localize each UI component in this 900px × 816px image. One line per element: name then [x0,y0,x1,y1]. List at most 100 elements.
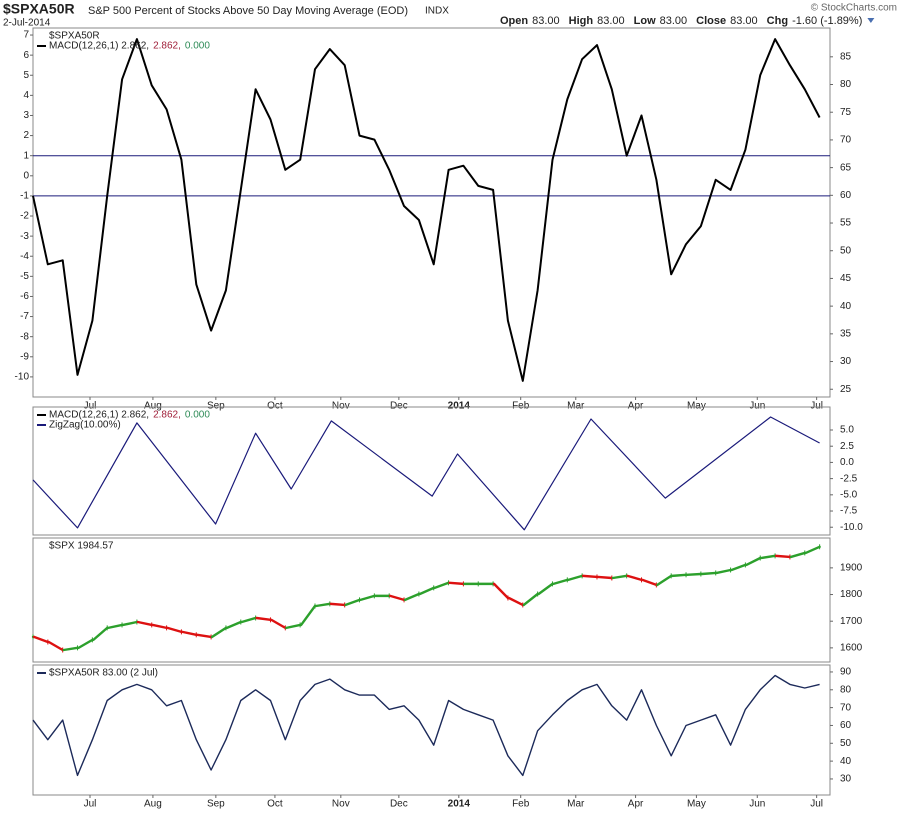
price-bar [403,592,421,602]
price-bar [448,581,465,586]
y-tick-label: -7.5 [840,506,858,517]
price-bar [581,574,599,579]
quote-value: 83.00 [597,15,625,27]
y2-tick-label: 60 [840,190,852,201]
y-tick-label: 6 [23,50,29,61]
y-tick-label: -4 [20,251,29,262]
price-bar [344,598,361,607]
y-tick-label: -5.0 [840,489,858,500]
x-tick-label: Mar [567,799,585,810]
price-bar [804,545,821,555]
price-bar [626,574,643,582]
legend-text: 2.862, [153,410,181,421]
x-tick-label: Aug [144,799,162,810]
x-tick-label: Sep [207,799,225,810]
quote-value: 83.00 [532,15,560,27]
y-tick-label: -2.5 [840,473,858,484]
price-bar [92,626,109,642]
quote: Open 83.00 High 83.00 Low 83.00 Close 83.00 Chg -… [500,15,875,27]
x-tick-label: Aug [144,401,162,412]
x-tick-label: Jun [749,401,765,412]
price-bar [329,602,346,607]
price-bar [433,581,450,590]
price-bar [745,556,762,567]
description: S&P 500 Percent of Stocks Above 50 Day M… [88,5,408,17]
y-tick-label: 2.5 [840,441,854,452]
x-tick-label: Feb [512,401,530,412]
y-tick-label: -3 [20,231,29,242]
y-tick-label: -9 [20,351,29,362]
x-tick-label: Feb [512,799,530,810]
x-tick-label: Apr [628,799,644,810]
y-tick-label: -1 [20,191,29,202]
credit: © StockCharts.com [811,3,897,14]
y-tick-label: 80 [840,684,852,695]
series-line [32,38,821,382]
y-tick-label: 40 [840,756,852,767]
price-bar [715,568,732,575]
x-tick-label: 2014 [448,799,471,810]
legend-text: 0.000 [185,410,210,421]
price-bar [196,633,213,639]
y-tick-label: 50 [840,738,852,749]
legend-text: MACD(12,26,1) 2.862, [49,410,149,421]
y-tick-label: -10 [15,372,30,383]
y-tick-label: 90 [840,667,852,678]
x-tick-label: Oct [267,799,283,810]
price-bar [507,596,524,607]
quote-label: Low [634,15,656,27]
exchange: INDX [425,6,449,17]
x-tick-label: Nov [332,401,350,412]
price-bar [522,592,539,607]
y-tick-label: 0 [23,170,29,181]
price-bar [537,582,554,596]
y-tick-label: -5 [20,271,29,282]
x-tick-label: Dec [390,799,408,810]
price-bar [700,571,717,576]
y2-tick-label: 65 [840,162,852,173]
price-bar [225,620,242,630]
legend-text: 2.862, [153,41,181,52]
x-tick-label: Jul [84,799,97,810]
y-tick-label: 5 [23,70,29,81]
price-bar [641,578,658,587]
price-bar [62,646,79,652]
quote-value: 83.00 [660,15,688,27]
price-bar [151,623,168,630]
legend-text: 0.000 [185,41,210,52]
y-tick-label: -7 [20,311,29,322]
panel-frame [32,664,831,796]
x-tick-label: Oct [267,401,283,412]
price-bar [255,616,272,622]
y-tick-label: 4 [23,90,29,101]
y-tick-label: 1800 [840,589,863,600]
y2-tick-label: 70 [840,135,852,146]
price-bar [210,626,228,639]
legend-text: ZigZag(10.00%) [49,420,121,431]
price-bar [359,594,376,602]
price-bar [685,572,703,576]
quote-label: Open [500,15,528,27]
y2-tick-label: 35 [840,328,852,339]
price-bar [47,640,64,652]
y-tick-label: -8 [20,331,29,342]
price-bar [656,574,673,587]
dropdown-arrow [867,18,875,23]
y-tick-label: -6 [20,291,29,302]
y-tick-label: 1900 [840,563,863,574]
price-bar [314,602,332,608]
x-tick-label: May [687,401,706,412]
price-bar [774,554,792,559]
y-tick-label: 0.0 [840,457,854,468]
date: 2-Jul-2014 [3,18,51,29]
series-line [32,674,820,777]
y-tick-label: 2 [23,130,29,141]
price-bar [389,594,406,602]
y-tick-label: 7 [23,30,29,41]
price-bar [670,573,688,578]
price-bar [418,586,435,596]
x-tick-label: Jul [810,401,823,412]
price-bar [596,575,614,580]
